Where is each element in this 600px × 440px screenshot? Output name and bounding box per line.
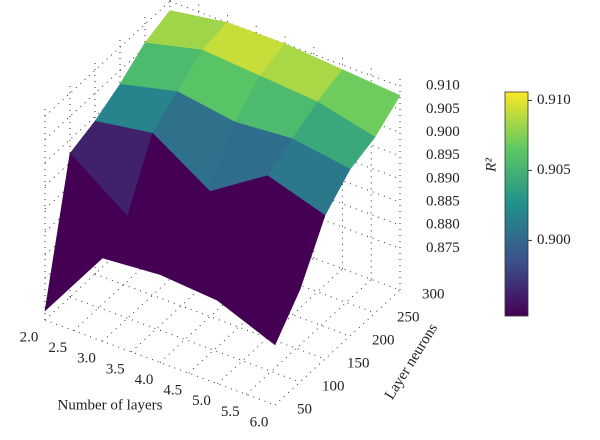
grid-line xyxy=(245,279,372,395)
y-tick-label: 100 xyxy=(322,378,345,394)
grid-line xyxy=(169,93,401,180)
grid-line xyxy=(169,139,401,226)
x-tick-label: 4.0 xyxy=(135,372,154,388)
x-tick-label: 2.5 xyxy=(48,340,67,356)
colorbar-tick-label: 0.910 xyxy=(537,92,571,108)
colorbar-tick-label: 0.900 xyxy=(537,232,571,248)
labels: 2.0 2.5 3.0 3.5 4.0 4.5 5.0 5.5 6.0 50 10015020025… xyxy=(20,78,460,431)
y-tick-label: 250 xyxy=(397,309,420,325)
grid-line xyxy=(169,0,401,87)
colorbar-tick-label: 0.905 xyxy=(537,162,571,178)
z-tick-label: 0.885 xyxy=(426,193,460,209)
y-tick-label: 50 xyxy=(297,401,312,417)
z-tick-label: 0.880 xyxy=(426,217,460,233)
x-tick-label: 3.0 xyxy=(77,351,96,367)
grid-line xyxy=(169,204,401,291)
surface xyxy=(44,10,401,346)
grid-line xyxy=(144,227,376,314)
grid-line xyxy=(274,289,401,406)
z-axis-label: R² xyxy=(483,158,499,173)
grid-line xyxy=(102,225,228,342)
grid-line xyxy=(44,204,171,321)
x-tick-label: 6.0 xyxy=(250,414,269,430)
grid-line xyxy=(44,0,171,117)
grid-line xyxy=(73,215,200,331)
z-tick-label: 0.890 xyxy=(426,170,460,186)
z-tick-label: 0.895 xyxy=(426,147,460,163)
grid-line xyxy=(119,250,351,337)
x-tick-label: 2.0 xyxy=(20,329,39,345)
grid-line xyxy=(159,247,286,363)
z-tick-label: 0.905 xyxy=(426,101,460,117)
y-tick-label: 300 xyxy=(422,286,445,302)
grid-line xyxy=(169,116,401,203)
y-tick-label: 200 xyxy=(372,332,395,348)
grid-line xyxy=(130,236,257,353)
surface-face xyxy=(217,239,301,346)
grid-line xyxy=(169,162,401,249)
grid-line xyxy=(44,319,276,406)
x-tick-label: 3.5 xyxy=(106,361,125,377)
grid-line xyxy=(44,24,171,140)
z-tick-label: 0.875 xyxy=(426,240,460,256)
x-axis-label: Number of layers xyxy=(58,397,163,413)
x-tick-label: 5.0 xyxy=(192,393,211,409)
y-tick-label: 150 xyxy=(347,355,370,371)
grid-line xyxy=(94,273,326,360)
x-tick-label: 5.5 xyxy=(221,404,240,420)
grid-line xyxy=(69,296,301,383)
x-tick-label: 4.5 xyxy=(163,383,182,399)
z-tick-label: 0.910 xyxy=(426,78,460,94)
colorbar xyxy=(504,91,529,317)
z-tick-label: 0.900 xyxy=(426,124,460,140)
